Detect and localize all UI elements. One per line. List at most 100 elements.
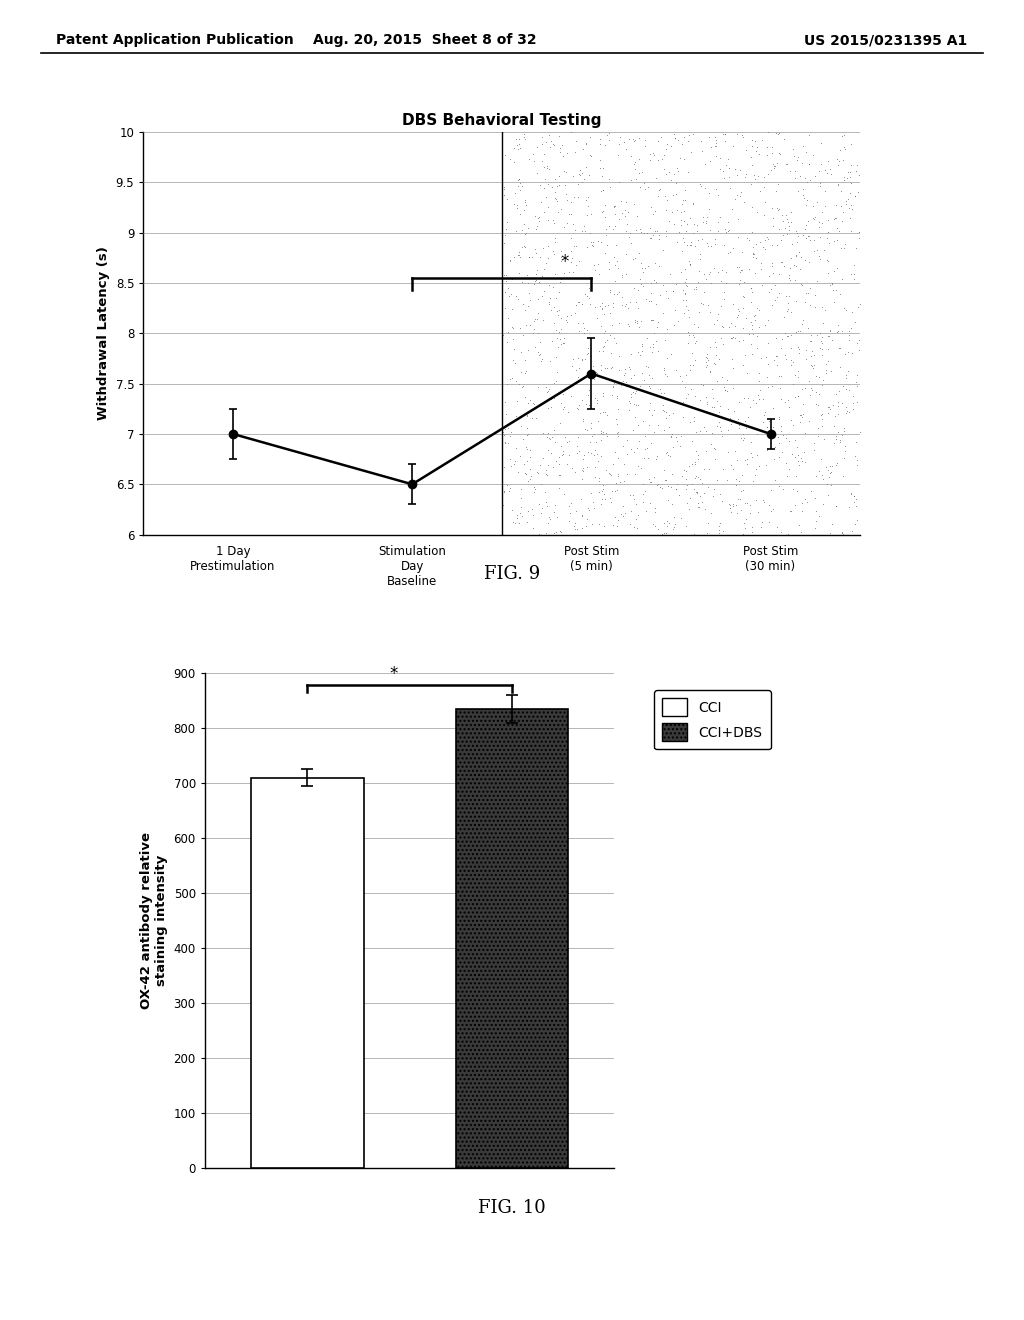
Point <box>774 329 791 350</box>
Point <box>845 385 861 407</box>
Point <box>552 272 568 293</box>
Point <box>517 223 534 244</box>
Point <box>793 404 809 425</box>
Point <box>649 519 666 540</box>
Point <box>563 304 580 325</box>
Point <box>531 174 548 195</box>
Point <box>611 172 628 193</box>
Point <box>608 479 625 500</box>
Point <box>641 337 657 358</box>
Point <box>634 261 650 282</box>
Point <box>616 206 633 227</box>
Point <box>748 488 764 510</box>
Point <box>603 463 620 484</box>
Point <box>702 434 719 455</box>
Point <box>666 164 682 185</box>
Point <box>680 333 696 354</box>
Point <box>679 276 695 297</box>
Point <box>674 240 690 261</box>
Point <box>543 396 559 417</box>
Point <box>851 227 867 248</box>
Point <box>577 216 593 238</box>
Point <box>506 339 522 360</box>
Point <box>852 294 868 315</box>
Point <box>522 440 539 461</box>
Point <box>754 512 770 533</box>
Point <box>754 129 770 150</box>
Point <box>771 366 787 387</box>
Point <box>820 350 837 371</box>
Point <box>525 150 542 172</box>
Point <box>701 199 718 220</box>
Point <box>737 411 754 432</box>
Point <box>780 264 797 285</box>
Point <box>813 202 829 223</box>
Point <box>639 327 655 348</box>
Point <box>595 337 611 358</box>
Point <box>744 417 761 438</box>
Point <box>550 305 566 326</box>
Point <box>685 355 701 376</box>
Point <box>784 414 801 436</box>
Point <box>636 172 652 193</box>
Point <box>539 157 555 178</box>
Point <box>623 440 639 461</box>
Point <box>683 379 699 400</box>
Point <box>786 166 803 187</box>
Point <box>512 478 528 499</box>
Point <box>575 458 592 479</box>
Point <box>681 306 697 327</box>
Point <box>767 156 783 177</box>
Point <box>652 127 669 148</box>
Point <box>707 234 723 255</box>
Point <box>562 502 579 523</box>
Point <box>668 359 684 380</box>
Point <box>695 211 712 232</box>
Point <box>788 231 805 252</box>
Point <box>763 479 779 500</box>
Point <box>529 215 546 236</box>
Point <box>694 293 711 314</box>
Point <box>801 124 817 145</box>
Point <box>510 462 526 483</box>
Point <box>688 482 705 503</box>
Point <box>518 438 535 459</box>
Point <box>783 211 800 232</box>
Point <box>655 383 672 404</box>
Point <box>813 132 829 153</box>
Legend: CCI, CCI+DBS: CCI, CCI+DBS <box>654 690 771 750</box>
Point <box>805 144 821 165</box>
Point <box>522 458 539 479</box>
Point <box>736 450 753 471</box>
Point <box>689 447 706 469</box>
Point <box>605 376 622 397</box>
Point <box>526 239 543 260</box>
Point <box>780 267 797 288</box>
Point <box>587 444 603 465</box>
Point <box>674 370 690 391</box>
Point <box>551 141 567 162</box>
Point <box>833 140 849 161</box>
Point <box>512 446 528 467</box>
Point <box>696 178 713 199</box>
Point <box>781 430 798 451</box>
Point <box>701 219 718 240</box>
Point <box>790 385 806 407</box>
Point <box>530 523 547 544</box>
Point <box>658 347 675 368</box>
Point <box>760 354 776 375</box>
Point <box>809 271 825 292</box>
Point <box>520 392 537 413</box>
Point <box>699 343 716 364</box>
Point <box>668 173 684 194</box>
Point <box>749 445 765 466</box>
Point <box>596 483 612 504</box>
Point <box>823 455 840 477</box>
Point <box>496 265 512 286</box>
Point <box>769 197 785 218</box>
Point <box>642 227 658 248</box>
Point <box>597 356 613 378</box>
Point <box>510 244 526 265</box>
Point <box>549 337 565 358</box>
Point <box>844 198 860 219</box>
